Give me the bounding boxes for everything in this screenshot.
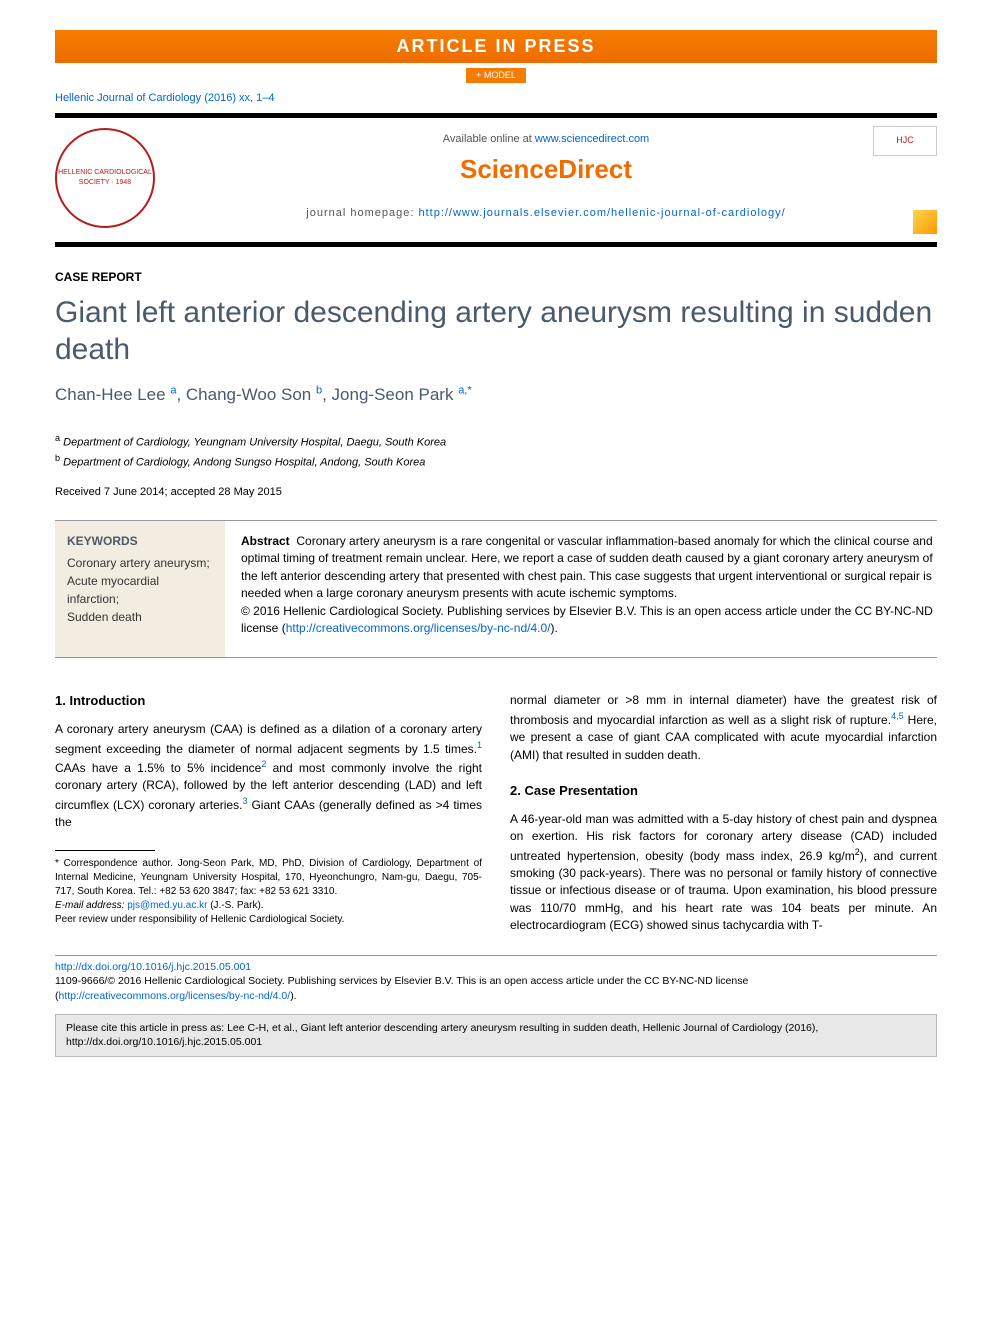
correspondence-footnote: * Correspondence author. Jong-Seon Park,…: [55, 857, 482, 899]
intro-paragraph: A coronary artery aneurysm (CAA) is defi…: [55, 721, 482, 831]
keywords-heading: KEYWORDS: [67, 533, 213, 550]
journal-homepage: journal homepage: http://www.journals.el…: [165, 206, 927, 221]
doi-block: http://dx.doi.org/10.1016/j.hjc.2015.05.…: [55, 955, 937, 1004]
case-paragraph: A 46-year-old man was admitted with a 5-…: [510, 811, 937, 935]
ref-4-5[interactable]: 4,5: [891, 711, 904, 721]
abstract-label: Abstract: [241, 534, 290, 548]
cite-box: Please cite this article in press as: Le…: [55, 1014, 937, 1057]
abstract-row: KEYWORDS Coronary artery aneurysm;Acute …: [55, 520, 937, 658]
hjc-cover-badge: HJC: [873, 126, 937, 156]
column-right: normal diameter or >8 mm in internal dia…: [510, 692, 937, 934]
citation-header: Hellenic Journal of Cardiology (2016) xx…: [55, 91, 937, 106]
footnotes: * Correspondence author. Jong-Seon Park,…: [55, 857, 482, 927]
email-name: (J.-S. Park).: [207, 900, 263, 911]
license-link-footer[interactable]: http://creativecommons.org/licenses/by-n…: [59, 990, 291, 1002]
peer-review-footnote: Peer review under responsibility of Hell…: [55, 913, 482, 927]
license-link[interactable]: http://creativecommons.org/licenses/by-n…: [286, 621, 551, 635]
homepage-prefix: journal homepage:: [306, 207, 418, 219]
intro-heading: 1. Introduction: [55, 692, 482, 711]
column-left: 1. Introduction A coronary artery aneury…: [55, 692, 482, 934]
intro-text-a: A coronary artery aneurysm (CAA) is defi…: [55, 722, 482, 755]
email-link[interactable]: pjs@med.yu.ac.kr: [127, 900, 207, 911]
ref-1[interactable]: 1: [477, 740, 482, 750]
authors: Chan-Hee Lee a, Chang-Woo Son b, Jong-Se…: [55, 383, 937, 407]
keywords-list: Coronary artery aneurysm;Acute myocardia…: [67, 554, 213, 626]
article-title: Giant left anterior descending artery an…: [55, 294, 937, 369]
available-prefix: Available online at: [443, 133, 535, 145]
footnote-separator: [55, 850, 155, 851]
journal-header: HELLENIC CARDIOLOGICAL SOCIETY · 1948 Av…: [55, 118, 937, 247]
article-type: CASE REPORT: [55, 269, 937, 286]
sciencedirect-link[interactable]: www.sciencedirect.com: [535, 133, 649, 145]
keywords-box: KEYWORDS Coronary artery aneurysm;Acute …: [55, 521, 225, 657]
abstract-text: Coronary artery aneurysm is a rare conge…: [241, 534, 933, 600]
affiliation-a: Department of Cardiology, Yeungnam Unive…: [63, 437, 446, 449]
journal-homepage-link[interactable]: http://www.journals.elsevier.com/helleni…: [418, 207, 785, 219]
abstract-box: Abstract Coronary artery aneurysm is a r…: [225, 521, 937, 657]
model-badge: + MODEL: [466, 68, 526, 83]
doi-link[interactable]: http://dx.doi.org/10.1016/j.hjc.2015.05.…: [55, 961, 251, 973]
intro-continuation: normal diameter or >8 mm in internal dia…: [510, 692, 937, 764]
email-label: E-mail address:: [55, 900, 127, 911]
sciencedirect-brand: ScienceDirect: [165, 151, 927, 187]
available-online-text: Available online at www.sciencedirect.co…: [165, 132, 927, 147]
col2-text-a: normal diameter or >8 mm in internal dia…: [510, 693, 937, 726]
article-dates: Received 7 June 2014; accepted 28 May 20…: [55, 485, 937, 500]
body-columns: 1. Introduction A coronary artery aneury…: [55, 692, 937, 934]
cover-thumbnail-icon: [913, 210, 937, 234]
issn-close: ).: [290, 990, 296, 1002]
case-heading: 2. Case Presentation: [510, 782, 937, 801]
affiliation-b: Department of Cardiology, Andong Sungso …: [63, 456, 425, 468]
society-logo: HELLENIC CARDIOLOGICAL SOCIETY · 1948: [55, 128, 155, 228]
affiliations: a Department of Cardiology, Yeungnam Uni…: [55, 432, 937, 470]
abstract-copyright-close: ).: [550, 621, 557, 635]
article-in-press-banner: ARTICLE IN PRESS: [55, 30, 937, 63]
intro-text-b: CAAs have a 1.5% to 5% incidence: [55, 761, 261, 775]
